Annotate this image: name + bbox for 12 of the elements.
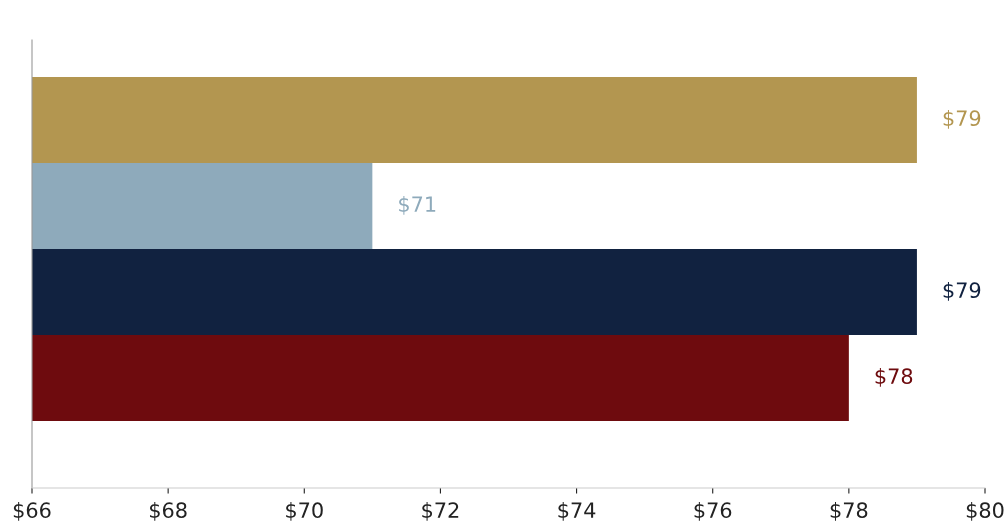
x-tick-label: $74 xyxy=(558,501,596,521)
data-label: $78 xyxy=(875,367,913,387)
x-tick-label: $66 xyxy=(13,501,51,521)
data-label: $79 xyxy=(943,281,981,301)
x-tick-label: $80 xyxy=(966,501,1004,521)
x-tick-label: $76 xyxy=(694,501,732,521)
x-tick-label: $70 xyxy=(286,501,323,521)
x-tick-label: $68 xyxy=(149,501,187,521)
data-label: $71 xyxy=(399,195,436,215)
x-tick-label: $78 xyxy=(830,501,868,521)
data-label: $79 xyxy=(943,109,981,129)
x-tick-label: $72 xyxy=(422,501,459,521)
